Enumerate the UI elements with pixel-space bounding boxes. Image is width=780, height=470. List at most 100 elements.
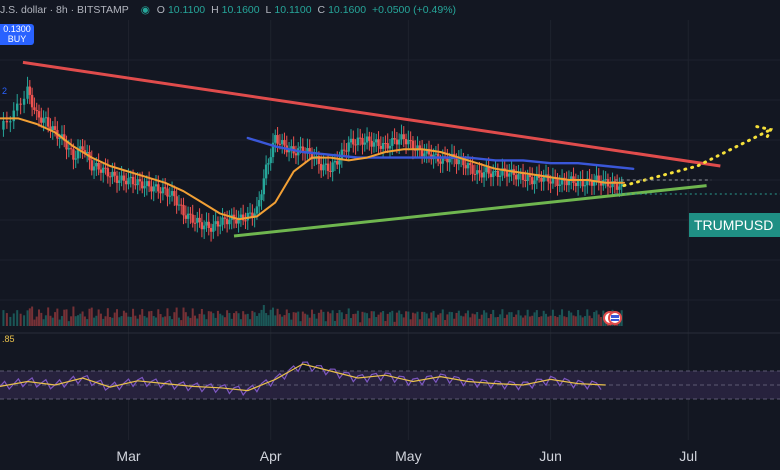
candle-body — [28, 86, 32, 95]
candle-body — [95, 163, 98, 167]
candle-body — [340, 149, 344, 159]
candle-body — [143, 185, 146, 189]
volume-bar — [161, 317, 164, 326]
volume-bar — [522, 317, 525, 326]
volume-bar — [19, 313, 22, 326]
volume-bar — [471, 313, 474, 326]
volume-bar — [483, 310, 486, 326]
volume-bar — [5, 313, 8, 326]
volume-bar — [418, 319, 421, 326]
volume-bar — [239, 319, 242, 326]
candle-body — [574, 183, 578, 187]
us-flag-event-icon[interactable] — [602, 310, 628, 326]
candle-body — [386, 143, 389, 149]
candle-body — [35, 109, 38, 112]
candle-body — [92, 166, 96, 171]
volume-bar — [457, 310, 460, 326]
candle-body — [248, 212, 252, 214]
candle-body — [434, 153, 438, 155]
candle-body — [592, 180, 596, 186]
volume-bar — [524, 315, 527, 326]
candle-body — [81, 146, 84, 151]
volume-bar — [90, 307, 93, 326]
candle-body — [473, 173, 477, 175]
candle-body — [485, 167, 488, 173]
candle-body — [423, 153, 426, 157]
volume-bar — [2, 310, 5, 326]
candle-body — [457, 159, 461, 165]
support-trendline — [233, 184, 707, 238]
volume-bar — [194, 315, 196, 326]
rsi-moving-average-line — [0, 363, 606, 392]
high-label: H — [211, 4, 219, 16]
volume-bar — [347, 308, 350, 326]
buy-price-button[interactable]: 0.1300 BUY — [0, 24, 34, 45]
open-value: 10.1100 — [167, 4, 206, 16]
candle-body — [97, 163, 100, 170]
candle-body — [170, 191, 174, 196]
candle-body — [175, 196, 178, 206]
volume-bar — [171, 319, 174, 326]
status-dot-icon: ◉ — [140, 4, 150, 16]
volume-bar — [70, 316, 73, 326]
volume-bar — [377, 314, 380, 326]
volume-bar — [226, 310, 229, 326]
candle-body — [420, 148, 424, 157]
volume-bar — [288, 313, 291, 326]
candle-body — [391, 138, 394, 146]
projection-dotted-line — [622, 128, 773, 188]
volume-bar — [246, 313, 249, 326]
volume-bar — [216, 310, 219, 326]
volume-bar — [363, 312, 366, 326]
candle-body — [212, 224, 215, 232]
low-value: 10.1100 — [274, 4, 312, 16]
volume-bar — [453, 318, 456, 326]
volume-bar — [143, 316, 146, 326]
volume-bar — [221, 315, 224, 326]
volume-bar — [265, 313, 268, 326]
ticker-tag[interactable]: TRUMPUSD — [689, 213, 780, 237]
volume-bar — [556, 317, 559, 326]
candle-body — [409, 140, 412, 142]
candle-body — [326, 163, 330, 171]
volume-bar — [561, 309, 564, 326]
candle-body — [136, 179, 139, 186]
candle-body — [186, 213, 190, 219]
volume-bar — [545, 313, 547, 326]
candle-body — [489, 173, 493, 178]
candle-body — [147, 181, 151, 187]
candle-body — [223, 217, 227, 219]
candle-body — [354, 144, 357, 146]
volume-bar — [207, 311, 210, 326]
volume-bar — [600, 317, 603, 326]
candle-body — [182, 205, 185, 216]
volume-bar — [508, 312, 511, 326]
volume-bar — [370, 311, 373, 326]
volume-bar — [304, 313, 307, 326]
volume-bar — [198, 313, 201, 326]
candle-body — [329, 170, 332, 172]
volume-bar — [166, 308, 169, 326]
candle-body — [583, 185, 587, 187]
volume-bar — [333, 320, 336, 326]
volume-bar — [308, 317, 311, 326]
volume-bar — [63, 309, 66, 326]
candle-body — [184, 215, 188, 219]
volume-bar — [294, 312, 297, 326]
candle-body — [496, 170, 500, 177]
candle-body — [76, 148, 80, 159]
volume-bar — [499, 314, 502, 326]
candle-body — [368, 136, 371, 141]
volume-bar — [496, 317, 499, 326]
candle-body — [113, 171, 116, 176]
volume-bar — [467, 310, 469, 326]
candle-body — [46, 117, 50, 127]
volume-bar — [285, 309, 288, 326]
volume-bar — [23, 315, 26, 326]
volume-bar — [49, 315, 52, 326]
candle-body — [2, 120, 5, 130]
candle-body — [565, 180, 568, 186]
candle-body — [301, 146, 305, 153]
symbol-name[interactable]: J.S. dollar · 8h · BITSTAMP — [0, 4, 129, 16]
